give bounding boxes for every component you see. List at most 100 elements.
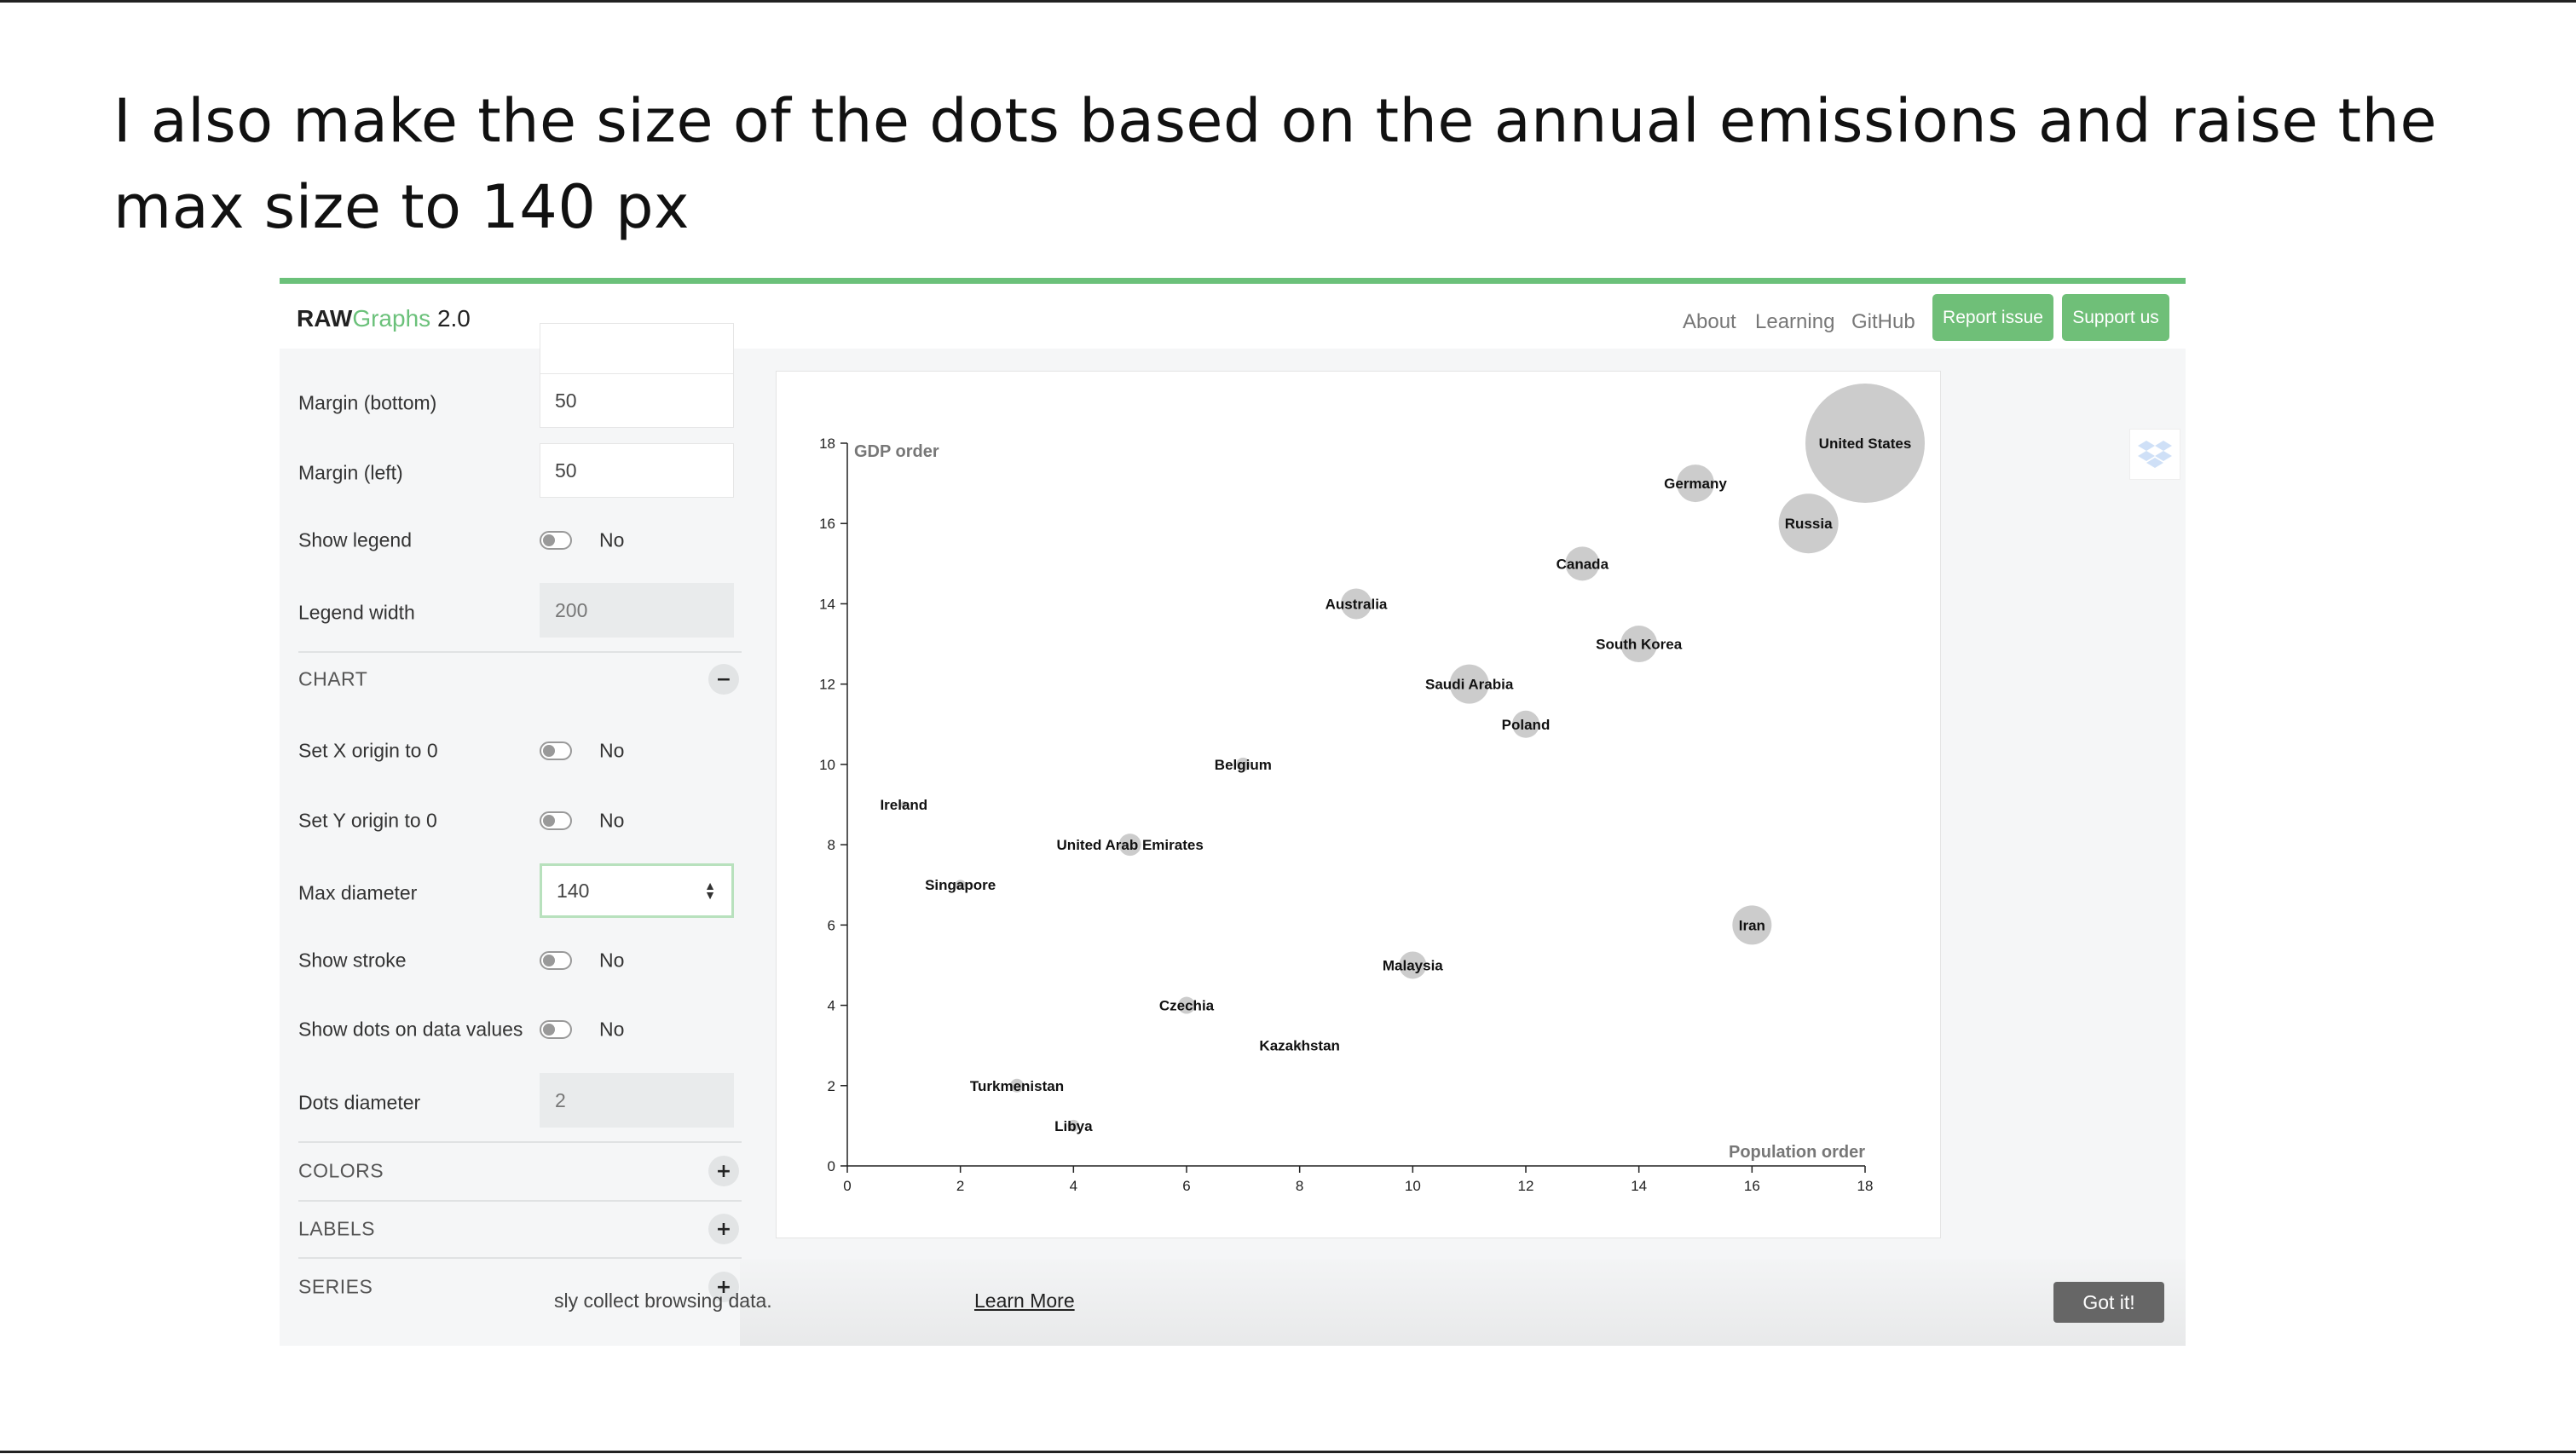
bubble-point xyxy=(1677,464,1714,503)
bubble-label: Belgium xyxy=(1215,757,1272,773)
bubble-point xyxy=(1805,384,1925,503)
option-row-show-dots: Show dots on data values No xyxy=(298,1000,742,1059)
x-tick-label: 6 xyxy=(1182,1178,1190,1194)
margin-left-label: Margin (left) xyxy=(298,461,403,484)
dots-diameter-label: Dots diameter xyxy=(298,1091,421,1114)
toggle-knob xyxy=(543,745,555,757)
legend-width-label: Legend width xyxy=(298,601,415,624)
section-divider xyxy=(298,1257,742,1259)
bubble-point xyxy=(1399,951,1427,979)
show-stroke-toggle[interactable] xyxy=(540,951,572,970)
show-dots-toggle[interactable] xyxy=(540,1020,572,1039)
option-row-show-legend: Show legend No xyxy=(298,511,742,570)
section-divider xyxy=(298,1200,742,1202)
bubble-label: South Korea xyxy=(1596,637,1683,653)
series-section-title: SERIES xyxy=(298,1275,373,1298)
toggle-knob xyxy=(543,815,555,827)
margin-left-field[interactable]: 50 xyxy=(540,443,734,498)
brand-version: 2.0 xyxy=(436,305,471,332)
dropbox-glyph xyxy=(2138,441,2172,468)
set-y-origin-label: Set Y origin to 0 xyxy=(298,809,437,832)
option-row-margin-left: Margin (left) 50 xyxy=(298,443,742,503)
x-tick-label: 12 xyxy=(1518,1178,1534,1194)
show-stroke-label: Show stroke xyxy=(298,949,407,972)
support-us-button[interactable]: Support us xyxy=(2062,294,2169,341)
accent-bar xyxy=(280,278,2186,284)
show-legend-toggle[interactable] xyxy=(540,531,572,550)
expand-colors-button[interactable]: + xyxy=(708,1156,739,1186)
colors-section-title: COLORS xyxy=(298,1159,384,1182)
expand-series-button[interactable]: + xyxy=(708,1272,739,1302)
bubble-point xyxy=(1341,588,1372,620)
colors-section-header[interactable]: COLORS + xyxy=(298,1145,742,1197)
dropbox-icon[interactable] xyxy=(2129,429,2180,480)
nav-learning-link[interactable]: Learning xyxy=(1755,310,1835,333)
cookie-banner xyxy=(740,1260,2186,1346)
legend-width-field[interactable]: 200 xyxy=(540,583,734,638)
margin-bottom-label: Margin (bottom) xyxy=(298,391,437,414)
max-diameter-label: Max diameter xyxy=(298,881,418,904)
toggle-knob xyxy=(543,1024,555,1036)
max-diameter-value: 140 xyxy=(557,879,590,902)
brand-logo[interactable]: RAWGraphs 2.0 xyxy=(297,305,471,332)
x-tick-label: 8 xyxy=(1296,1178,1303,1194)
bubble-label: Czechia xyxy=(1159,998,1215,1014)
number-spinner-icon[interactable]: ▲ ▼ xyxy=(704,879,716,902)
series-section-header[interactable]: SERIES + xyxy=(298,1261,742,1313)
labels-section-header[interactable]: LABELS + xyxy=(298,1203,742,1255)
y-tick-label: 4 xyxy=(828,998,835,1014)
expand-labels-button[interactable]: + xyxy=(708,1214,739,1244)
show-legend-label: Show legend xyxy=(298,528,412,551)
set-y-origin-state: No xyxy=(599,809,625,832)
bubble-point xyxy=(1512,710,1539,738)
bubble-label: United States xyxy=(1819,436,1912,452)
x-tick-label: 10 xyxy=(1405,1178,1421,1194)
chart-section-header[interactable]: CHART − xyxy=(298,653,742,706)
set-y-origin-toggle[interactable] xyxy=(540,811,572,830)
set-x-origin-state: No xyxy=(599,739,625,762)
scatter-chart: 0 2 4 6 8 10 12 14 16 18 0 2 4 6 8 10 12 14 16 18 GDP order P… xyxy=(819,384,1925,1194)
show-dots-label: Show dots on data values xyxy=(298,1018,523,1041)
report-issue-button[interactable]: Report issue xyxy=(1932,294,2053,341)
y-tick-label: 18 xyxy=(819,436,835,452)
margin-top-field[interactable] xyxy=(540,323,734,378)
bubble-label: Poland xyxy=(1502,717,1551,733)
set-x-origin-label: Set X origin to 0 xyxy=(298,739,438,762)
x-axis-title: Population order xyxy=(1729,1143,1865,1162)
option-row-dots-diameter: Dots diameter 2 xyxy=(298,1073,742,1133)
set-x-origin-toggle[interactable] xyxy=(540,741,572,760)
got-it-button[interactable]: Got it! xyxy=(2053,1282,2164,1323)
option-row-hidden xyxy=(298,323,742,383)
max-diameter-field[interactable]: 140 ▲ ▼ xyxy=(540,863,734,918)
nav-about-link[interactable]: About xyxy=(1683,310,1736,333)
margin-bottom-field[interactable]: 50 xyxy=(540,373,734,428)
y-tick-label: 0 xyxy=(828,1158,835,1174)
section-divider xyxy=(298,651,742,653)
option-row-set-x-origin: Set X origin to 0 No xyxy=(298,721,742,781)
bubble-point xyxy=(1449,664,1489,704)
collapse-chart-button[interactable]: − xyxy=(708,664,739,695)
chart-preview: 0 2 4 6 8 10 12 14 16 18 0 2 4 6 8 10 12 14 16 18 GDP order P… xyxy=(776,371,1941,1238)
y-tick-label: 12 xyxy=(819,677,835,693)
chart-section-title: CHART xyxy=(298,667,368,690)
section-divider xyxy=(298,1141,742,1143)
show-legend-state: No xyxy=(599,528,625,551)
bubble-label: Turkmenistan xyxy=(970,1078,1064,1094)
brand-raw: RAW xyxy=(297,305,353,332)
nav-github-link[interactable]: GitHub xyxy=(1851,310,1915,333)
bubble-point xyxy=(1067,1119,1080,1132)
x-tick-label: 14 xyxy=(1631,1178,1647,1194)
y-tick-label: 6 xyxy=(828,917,835,933)
toggle-knob xyxy=(543,955,555,966)
show-stroke-state: No xyxy=(599,949,625,972)
y-axis-title: GDP order xyxy=(854,442,939,461)
bubble-point xyxy=(955,880,966,891)
bubble-label: Saudi Arabia xyxy=(1425,677,1514,693)
learn-more-link[interactable]: Learn More xyxy=(974,1290,1075,1312)
x-tick-label: 0 xyxy=(843,1178,851,1194)
bubble-label: Canada xyxy=(1557,556,1609,572)
dots-diameter-field[interactable]: 2 xyxy=(540,1073,734,1128)
y-tick-label: 16 xyxy=(819,516,835,532)
bubble-label: Malaysia xyxy=(1383,957,1443,973)
y-tick-label: 2 xyxy=(828,1078,835,1094)
